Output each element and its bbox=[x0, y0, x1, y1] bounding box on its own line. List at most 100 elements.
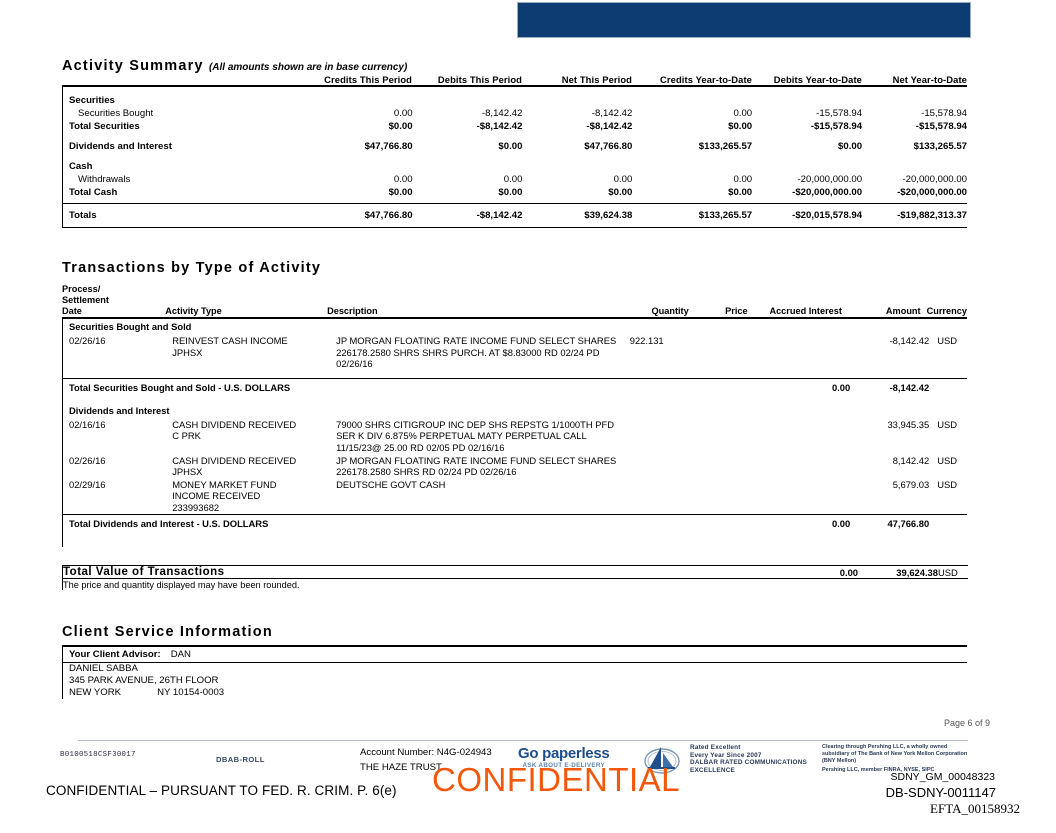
text-line: DEUTSCHE GOVT CASH bbox=[336, 478, 446, 490]
cell: -$8,142.42 bbox=[476, 210, 523, 221]
table-row: Securities Bought 0.00 -8,142.42 -8,142.… bbox=[63, 107, 967, 120]
col-header-debits-this-period: Debits This Period bbox=[437, 74, 522, 85]
total-value-accrued: 0.00 bbox=[839, 566, 858, 578]
cell bbox=[752, 94, 862, 107]
activity-summary-header-row: Credits This Period Debits This Period N… bbox=[62, 74, 967, 85]
cell-accrued bbox=[757, 334, 850, 370]
bates-number-efta: EFTA_00158932 bbox=[930, 801, 1020, 816]
transactions-title: Transactions by Type of Activity bbox=[62, 260, 322, 276]
cell: -$20,000,000.00 bbox=[792, 187, 863, 198]
cell-amount: 33,945.35 bbox=[887, 418, 930, 430]
row-label: Cash bbox=[69, 161, 93, 172]
cell bbox=[862, 94, 967, 107]
group-total-currency bbox=[929, 516, 967, 531]
dalbar-seal-icon bbox=[640, 745, 684, 775]
col-header-quantity: Quantity bbox=[651, 306, 689, 316]
cell: -$19,882,313.37 bbox=[897, 210, 967, 221]
cell: $0.00 bbox=[498, 187, 523, 198]
client-service-title: Client Service Information bbox=[62, 624, 273, 640]
row-label: Total Cash bbox=[69, 187, 118, 198]
total-value-table: Total Value of Transactions 0.00 39,624.… bbox=[63, 566, 968, 590]
activity-summary-title-text: Activity Summary bbox=[62, 58, 204, 74]
text-line: 11/15/23@ 25.00 RD 02/05 PD 02/16/16 bbox=[336, 441, 505, 453]
col-header-description: Description bbox=[327, 306, 378, 316]
text-line: JPHSX bbox=[172, 466, 203, 478]
footer-account-block: Account Number: N4G-024943 THE HAZE TRUS… bbox=[360, 745, 492, 775]
cell-date: 02/26/16 bbox=[69, 454, 106, 466]
cell: -$15,578.94 bbox=[915, 121, 967, 132]
text-line: JP MORGAN FLOATING RATE INCOME FUND SELE… bbox=[336, 335, 617, 346]
cell-currency: USD bbox=[937, 454, 957, 466]
text-line: INCOME RECEIVED bbox=[172, 490, 261, 502]
cell: -8,142.42 bbox=[481, 108, 523, 119]
col-header-credits-this-period: Credits This Period bbox=[324, 74, 412, 85]
cell-description: DEUTSCHE GOVT CASH bbox=[336, 478, 630, 514]
advisor-address: 345 PARK AVENUE, 26TH FLOOR bbox=[69, 675, 219, 686]
dalbar-line-4: EXCELLENCE bbox=[690, 766, 735, 774]
cell-accrued bbox=[757, 418, 850, 454]
total-value-amount: 39,624.38 bbox=[896, 566, 938, 578]
cell-price bbox=[699, 454, 757, 478]
activity-summary-rows: Securities Securities Bought 0.00 -8,142… bbox=[63, 87, 967, 227]
text-line: JP MORGAN FLOATING RATE INCOME FUND SELE… bbox=[336, 454, 617, 466]
row-label: Withdrawals bbox=[78, 174, 131, 185]
cell: $133,265.57 bbox=[913, 141, 967, 152]
cell bbox=[752, 160, 862, 173]
col-header-debits-ytd: Debits Year-to-Date bbox=[773, 74, 862, 85]
cell-amount: 8,142.42 bbox=[892, 454, 930, 466]
transactions-section: Transactions by Type of Activity Process… bbox=[62, 260, 967, 547]
col-header-accrued-interest: Accrued Interest bbox=[769, 306, 842, 316]
col-header-price: Price bbox=[725, 306, 748, 316]
cell-description: 79000 SHRS CITIGROUP INC DEP SHS REPSTG … bbox=[336, 418, 630, 454]
cell: -$15,578.94 bbox=[810, 121, 863, 132]
cell: -20,000,000.00 bbox=[797, 174, 863, 185]
cell-amount: 5,679.03 bbox=[892, 478, 930, 490]
cell: $0.00 bbox=[728, 187, 753, 198]
confidentiality-legend: CONFIDENTIAL – PURSUANT TO FED. R. CRIM.… bbox=[46, 783, 397, 798]
table-row: Dividends and Interest $47,766.80 $0.00 … bbox=[63, 140, 967, 153]
row-label: Totals bbox=[69, 210, 97, 221]
cell-date: 02/16/16 bbox=[69, 418, 106, 430]
cell-quantity bbox=[630, 418, 699, 454]
cell-quantity bbox=[630, 478, 699, 514]
cell: -$8,142.42 bbox=[586, 121, 633, 132]
cell-activity-type: MONEY MARKET FUND INCOME RECEIVED 233993… bbox=[172, 478, 336, 514]
dalbar-line-1: Rated Excellent bbox=[690, 744, 741, 751]
group-total-currency bbox=[929, 380, 967, 395]
total-value-currency: USD bbox=[938, 566, 958, 578]
transaction-group-total: Total Dividends and Interest - U.S. DOLL… bbox=[63, 516, 967, 531]
group-total-amount: -8,142.42 bbox=[889, 381, 930, 393]
text-line: CASH DIVIDEND RECEIVED bbox=[172, 418, 297, 430]
go-paperless-subtitle: ASK ABOUT E-DELIVERY bbox=[522, 762, 605, 769]
col-header-process-line2: Settlement bbox=[62, 295, 109, 305]
col-header-date: Date bbox=[62, 306, 82, 316]
client-service-box: Your Client Advisor: DAN DANIEL SABBA 345… bbox=[62, 645, 967, 699]
advisor-name: DANIEL SABBA bbox=[69, 663, 138, 674]
cell-quantity: 922.131 bbox=[629, 335, 664, 346]
cell-date: 02/26/16 bbox=[69, 335, 106, 346]
advisor-city: NEW YORK bbox=[69, 687, 122, 698]
bates-number-db-sdny: DB-SDNY-0011147 bbox=[885, 785, 996, 800]
cell: -$20,015,578.94 bbox=[792, 210, 863, 221]
pershing-line-2: Pershing LLC, member FINRA, NYSE, SIPC bbox=[822, 767, 935, 773]
cell bbox=[522, 94, 632, 107]
group-total-label: Total Dividends and Interest - U.S. DOLL… bbox=[69, 517, 269, 529]
transaction-group-total: Total Securities Bought and Sold - U.S. … bbox=[63, 380, 967, 395]
table-row: 02/16/16 CASH DIVIDEND RECEIVED C PRK 79… bbox=[63, 418, 967, 454]
transaction-group-header: Securities Bought and Sold bbox=[63, 319, 967, 334]
cell-description: JP MORGAN FLOATING RATE INCOME FUND SELE… bbox=[336, 454, 630, 478]
cell-activity-type: CASH DIVIDEND RECEIVED JPHSX bbox=[172, 454, 336, 478]
col-header-blank bbox=[62, 74, 292, 85]
text-line: 233993682 bbox=[172, 501, 220, 513]
col-header-process-line1: Process/ bbox=[62, 284, 101, 294]
transactions-footnote: The price and quantity displayed may hav… bbox=[63, 580, 300, 590]
col-header-net-ytd: Net Year-to-Date bbox=[892, 74, 967, 85]
transaction-group-header: Dividends and Interest bbox=[63, 403, 967, 418]
text-line: 79000 SHRS CITIGROUP INC DEP SHS REPSTG … bbox=[336, 418, 614, 430]
table-row: 02/29/16 MONEY MARKET FUND INCOME RECEIV… bbox=[63, 478, 967, 514]
cell bbox=[632, 94, 752, 107]
cell bbox=[413, 160, 523, 173]
cell-accrued bbox=[757, 454, 850, 478]
client-service-section: Client Service Information Your Client A… bbox=[62, 624, 967, 699]
